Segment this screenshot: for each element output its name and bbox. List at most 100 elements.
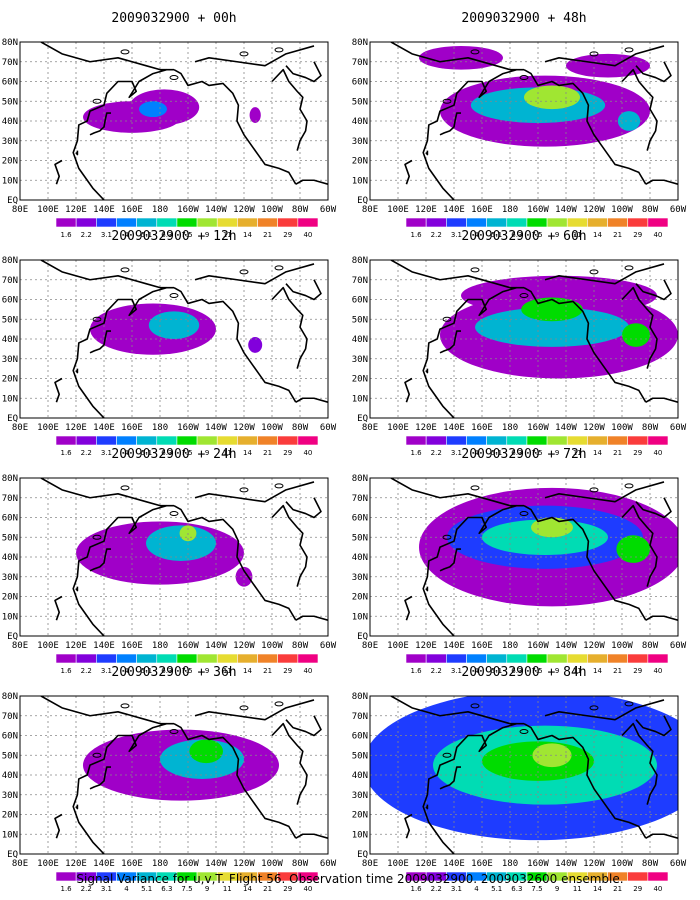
- lat-tick-label: 50N: [2, 751, 18, 761]
- colorbar-label: 4: [124, 667, 129, 675]
- lat-tick-label: EQ: [7, 414, 18, 424]
- lon-tick-label: 80W: [642, 641, 659, 651]
- panel-title: 2009032900 + 12h: [111, 229, 236, 244]
- colorbar-swatch: [96, 653, 117, 664]
- colorbar-swatch: [446, 653, 467, 664]
- colorbar-swatch: [55, 217, 77, 228]
- colorbar-swatch: [607, 653, 628, 664]
- colorbar-label: 6.3: [511, 231, 522, 239]
- colorbar-swatch: [297, 871, 319, 882]
- colorbar-label: 4: [124, 885, 129, 893]
- colorbar-label: 2.2: [81, 667, 92, 675]
- variance-contour: [235, 566, 253, 587]
- lon-tick-label: 180: [152, 205, 168, 215]
- lat-tick-label: 70N: [352, 494, 368, 504]
- colorbar-swatch: [405, 653, 427, 664]
- colorbar-label: 6.3: [161, 885, 172, 893]
- lat-tick-label: 40N: [352, 553, 368, 563]
- lat-tick-label: 10N: [352, 394, 368, 404]
- colorbar-swatch: [237, 435, 258, 446]
- lon-tick-label: 160E: [121, 641, 143, 651]
- variance-contour: [248, 337, 263, 353]
- lon-tick-label: 100E: [37, 423, 59, 433]
- lat-tick-label: EQ: [7, 850, 18, 860]
- colorbar-label: 9: [205, 231, 209, 239]
- lon-tick-label: 140E: [443, 205, 465, 215]
- lon-tick-label: 100W: [261, 423, 283, 433]
- lat-tick-label: 60N: [2, 296, 18, 306]
- lon-tick-label: 100W: [261, 859, 283, 869]
- lat-tick-label: 60N: [2, 732, 18, 742]
- colorbar-swatch: [506, 217, 528, 228]
- lat-tick-label: 70N: [2, 494, 18, 504]
- colorbar-swatch: [647, 217, 669, 228]
- lon-tick-label: 100W: [611, 205, 633, 215]
- colorbar-swatch: [587, 653, 608, 664]
- coastline: [40, 260, 328, 418]
- colorbar-swatch: [96, 435, 117, 446]
- colorbar-swatch: [546, 217, 568, 228]
- lat-tick-label: 70N: [2, 712, 18, 722]
- colorbar-swatch: [405, 217, 427, 228]
- lat-tick-label: 70N: [352, 712, 368, 722]
- colorbar-label: 21: [263, 449, 272, 457]
- lat-tick-label: 80N: [352, 256, 368, 266]
- lon-tick-label: 100E: [387, 423, 409, 433]
- lon-tick-label: 60W: [320, 859, 337, 869]
- colorbar-swatch: [257, 217, 278, 228]
- colorbar-label: 11: [223, 885, 232, 893]
- lat-tick-label: 30N: [2, 791, 18, 801]
- colorbar-label: 21: [613, 667, 622, 675]
- colorbar-label: 9: [555, 449, 559, 457]
- colorbar-swatch: [216, 435, 238, 446]
- variance-contour: [189, 739, 223, 764]
- coastline: [390, 260, 678, 418]
- lon-tick-label: 120W: [233, 423, 255, 433]
- lon-tick-label: 160W: [527, 641, 549, 651]
- colorbar-label: 5.1: [491, 667, 502, 675]
- colorbar-label: 6.3: [511, 449, 522, 457]
- map-frame: [19, 695, 329, 855]
- colorbar-swatch: [607, 435, 628, 446]
- lat-tick-label: 80N: [352, 474, 368, 484]
- lat-tick-label: 80N: [2, 256, 18, 266]
- lon-tick-label: 120W: [583, 859, 605, 869]
- variance-contour: [524, 85, 580, 110]
- colorbar-swatch: [55, 653, 77, 664]
- colorbar-swatch: [627, 653, 649, 664]
- lat-tick-label: EQ: [357, 414, 368, 424]
- lat-tick-label: 50N: [2, 533, 18, 543]
- colorbar-label: 29: [633, 885, 642, 893]
- colorbar-swatch: [55, 435, 77, 446]
- lat-tick-label: 10N: [352, 830, 368, 840]
- lat-tick-label: 20N: [352, 157, 368, 167]
- colorbar-swatch: [506, 653, 528, 664]
- colorbar-swatch: [546, 653, 568, 664]
- colorbar-swatch: [647, 653, 669, 664]
- coastline: [40, 696, 328, 854]
- colorbar: 1.6 2.2 3.1 4 5.1 6.3 7.5 9 11 14 21 29 40: [55, 871, 319, 893]
- lon-tick-label: 160W: [527, 423, 549, 433]
- lon-tick-label: 180: [152, 423, 168, 433]
- lon-tick-label: 140W: [555, 423, 577, 433]
- lat-tick-label: 70N: [2, 276, 18, 286]
- lon-tick-label: 80W: [292, 859, 309, 869]
- lon-tick-label: 140E: [443, 859, 465, 869]
- colorbar-swatch: [297, 435, 319, 446]
- colorbar-swatch: [216, 217, 238, 228]
- colorbar-swatch: [277, 653, 299, 664]
- colorbar-swatch: [277, 217, 299, 228]
- colorbar-label: 1.6: [411, 449, 423, 457]
- lon-tick-label: 120E: [65, 641, 87, 651]
- lon-tick-label: 80E: [362, 641, 378, 651]
- colorbar-label: 7.5: [531, 667, 542, 675]
- lon-tick-label: 60W: [670, 641, 687, 651]
- lat-tick-label: 50N: [352, 315, 368, 325]
- lon-tick-label: 160W: [527, 859, 549, 869]
- panel-title: 2009032900 + 36h: [111, 665, 236, 680]
- colorbar: 1.6 2.2 3.1 4 5.1 6.3 7.5 9 11 14 21 29 40: [55, 653, 319, 675]
- lat-tick-label: EQ: [357, 632, 368, 642]
- lat-tick-label: 10N: [2, 612, 18, 622]
- colorbar-swatch: [96, 217, 117, 228]
- colorbar-label: 5.1: [491, 449, 502, 457]
